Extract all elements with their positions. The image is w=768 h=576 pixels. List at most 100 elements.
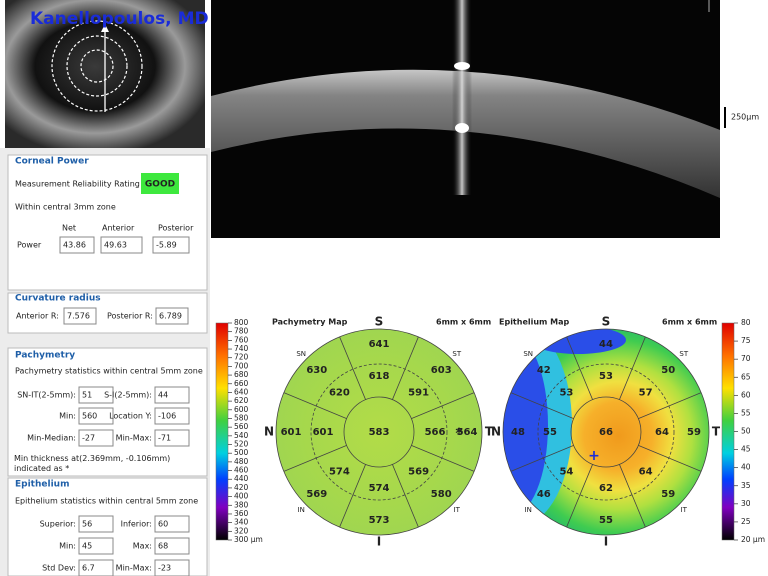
field-label: Min-Max: (116, 434, 152, 443)
value: 45 (82, 542, 92, 551)
map-value: 55 (599, 515, 613, 526)
orientation-label: S (602, 315, 611, 329)
row-label: Power (17, 241, 42, 250)
map-value: 59 (687, 427, 701, 438)
value: 49.63 (104, 241, 127, 250)
value: -23 (158, 564, 171, 573)
orientation-label: ST (452, 350, 461, 358)
scale-label: 60 (741, 390, 751, 399)
scale-label: 40 (741, 463, 751, 472)
scale-label: 380 (234, 500, 249, 509)
value-box (59, 236, 95, 254)
scale-label: 30 (741, 499, 751, 508)
min-marker: * (455, 426, 463, 442)
scale-label: 75 (741, 336, 751, 345)
sector-line (619, 464, 646, 528)
reliability: GOOD (145, 180, 175, 190)
orientation-label: I (377, 535, 381, 549)
sector-line (510, 445, 574, 472)
footnote: Min thickness at(2.369mm, -0.106mm) indi… (14, 454, 171, 473)
scale-label: 80 (741, 318, 751, 327)
scale-label: 660 (234, 379, 249, 388)
value: 560 (82, 412, 97, 421)
field-label: Std Dev: (42, 564, 76, 573)
sector-line (339, 336, 366, 400)
column-header: Net (62, 224, 76, 233)
panel-title: Epithelium (15, 480, 69, 490)
map-value: 64 (639, 467, 653, 478)
value: 43.86 (63, 241, 86, 250)
map-size: 6mm x 6mm (662, 318, 717, 327)
thin-zone-core (503, 333, 548, 517)
scale-label: 65 (741, 372, 751, 381)
map-value: 630 (306, 365, 327, 376)
scale-label: 420 (234, 483, 249, 492)
map-value: 564 (457, 427, 478, 438)
value-box (154, 407, 190, 425)
orientation-label: IN (525, 506, 532, 514)
zone-2mm (570, 396, 642, 468)
scale-label: 560 (234, 422, 249, 431)
scale-label: 360 (234, 509, 249, 518)
map-value: 42 (537, 365, 551, 376)
map-value: 618 (369, 371, 390, 382)
orientation-label: SN (296, 350, 306, 358)
scale-label: 480 (234, 457, 249, 466)
field-label: S-I(2-5mm): (104, 391, 152, 400)
map-value: 53 (599, 371, 613, 382)
stats-note: Pachymetry statistics within central 5mm… (15, 367, 203, 376)
value: 68 (158, 542, 168, 551)
scale-label: 680 (234, 370, 249, 379)
panel-title: Pachymetry (15, 351, 75, 361)
value-box (78, 386, 114, 404)
map-value: 50 (661, 365, 675, 376)
map-value: 66 (599, 427, 613, 438)
map-value: 573 (369, 515, 390, 526)
panel-title: Curvature radius (15, 294, 101, 304)
scale-label: 800 (234, 318, 249, 327)
reliability-badge (141, 173, 179, 194)
scale-label: 540 (234, 431, 249, 440)
map-value: 54 (559, 467, 573, 478)
scale-label: 620 (234, 396, 249, 405)
doctor-name: Kanellopoulos, MD (30, 9, 209, 29)
value-box (154, 515, 190, 533)
scale-label: 460 (234, 466, 249, 475)
scale-label: 55 (741, 408, 751, 417)
scale-label: 70 (741, 354, 751, 363)
scale-label: 640 (234, 387, 249, 396)
zone-2mm (343, 396, 415, 468)
map-value: 620 (329, 387, 350, 398)
sector-line (566, 336, 593, 400)
map-value: 603 (431, 365, 452, 376)
map-value: 57 (639, 387, 653, 398)
map-value: 574 (329, 467, 350, 478)
stats-note: Epithelium statistics within central 5mm… (15, 497, 198, 506)
value-box (152, 236, 190, 254)
sector-line (510, 392, 574, 419)
map-value: 44 (599, 339, 613, 350)
map-size: 6mm x 6mm (436, 318, 491, 327)
map-value: 601 (281, 427, 302, 438)
map-value: 53 (559, 387, 573, 398)
map-title: Pachymetry Map (272, 318, 348, 327)
sector-line (638, 392, 702, 419)
orientation-label: S (375, 315, 384, 329)
field-label: Min: (59, 542, 76, 551)
value-box (100, 236, 143, 254)
map-disc (276, 329, 482, 535)
field-label: Min-Median: (27, 434, 76, 443)
orientation-label: N (491, 425, 501, 439)
value: 44 (158, 391, 168, 400)
scale-label: 580 (234, 413, 249, 422)
value-box (78, 407, 114, 425)
value: -71 (158, 434, 171, 443)
value-box (154, 537, 190, 555)
scale-label: 25 (741, 517, 751, 526)
sector-line (566, 464, 593, 528)
panels (7, 154, 208, 576)
value-box (78, 429, 114, 447)
color-bar (721, 322, 735, 541)
map-value: 569 (408, 467, 429, 478)
